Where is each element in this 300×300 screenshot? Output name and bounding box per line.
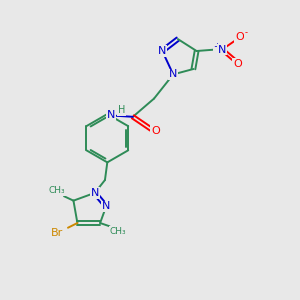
Text: CH₃: CH₃ — [110, 227, 126, 236]
Text: N: N — [169, 69, 177, 80]
Text: O: O — [151, 126, 160, 136]
Text: Br: Br — [51, 228, 64, 238]
Text: N: N — [218, 44, 226, 55]
Text: N: N — [107, 110, 115, 120]
Text: O: O — [233, 59, 242, 69]
Text: CH₃: CH₃ — [48, 186, 65, 195]
Text: -: - — [244, 28, 247, 37]
Text: +: + — [214, 41, 220, 50]
Text: H: H — [118, 105, 125, 115]
Text: N: N — [91, 188, 99, 198]
Text: N: N — [102, 201, 110, 212]
Text: N: N — [158, 46, 166, 56]
Text: O: O — [235, 32, 244, 42]
